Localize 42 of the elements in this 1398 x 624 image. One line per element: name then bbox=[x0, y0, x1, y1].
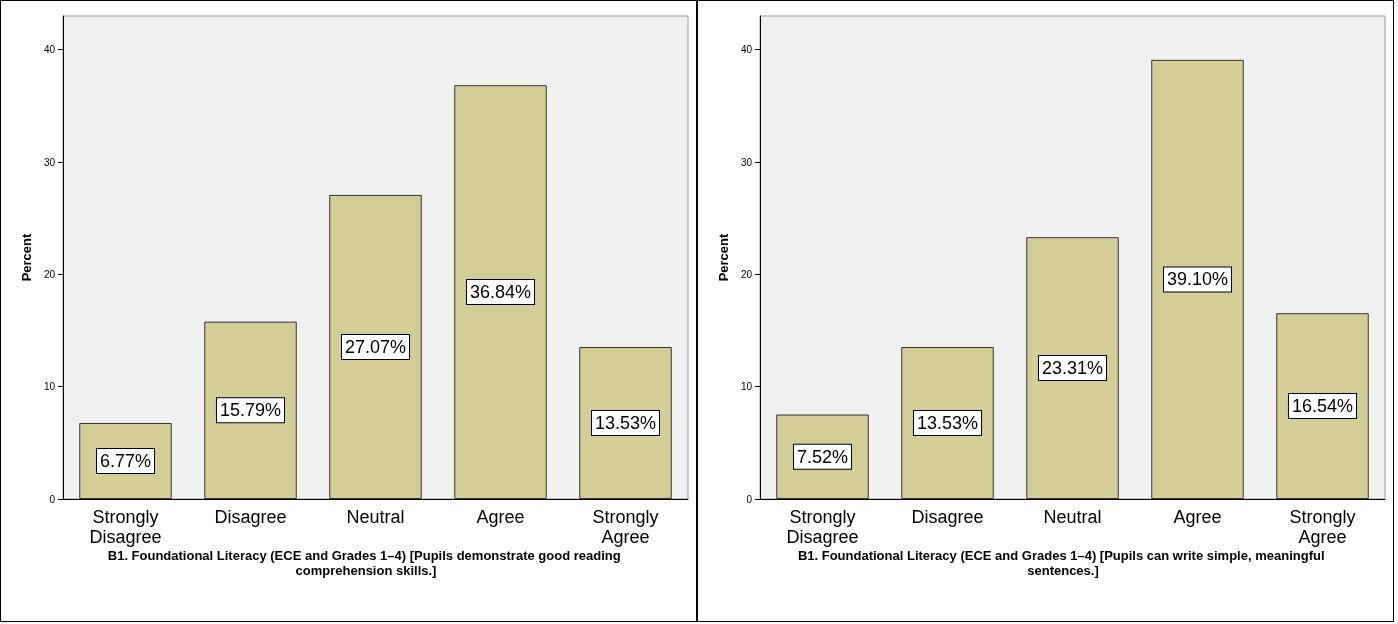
bar bbox=[1026, 237, 1119, 499]
bar bbox=[579, 347, 672, 499]
x-tick-label: Strongly Agree bbox=[592, 507, 659, 547]
x-tick-label: Agree bbox=[1173, 507, 1222, 527]
y-tick-label: 40 bbox=[740, 44, 753, 56]
bar bbox=[454, 85, 547, 499]
data-label: 39.10% bbox=[1166, 269, 1229, 290]
x-tick-label: Strongly Disagree bbox=[786, 507, 859, 547]
y-axis-title: Percent bbox=[715, 232, 731, 282]
data-label: 27.07% bbox=[344, 336, 407, 357]
data-label: 13.53% bbox=[916, 413, 979, 434]
x-tick-label: Strongly Disagree bbox=[89, 507, 162, 547]
data-label: 36.84% bbox=[469, 282, 532, 303]
x-tick-label: Neutral bbox=[346, 507, 405, 527]
data-label: 16.54% bbox=[1291, 396, 1354, 417]
x-tick-label: Agree bbox=[476, 507, 525, 527]
bar bbox=[204, 321, 297, 499]
bar bbox=[329, 194, 422, 499]
y-tick-label: 0 bbox=[746, 493, 753, 505]
data-label: 23.31% bbox=[1041, 358, 1104, 379]
data-label: 6.77% bbox=[99, 450, 152, 471]
y-tick-label: 20 bbox=[740, 268, 753, 280]
x-tick-label: Disagree bbox=[214, 507, 287, 527]
y-tick-label: 10 bbox=[740, 381, 753, 393]
y-tick-label: 0 bbox=[49, 493, 56, 505]
data-label: 15.79% bbox=[219, 400, 282, 421]
x-axis-title: B1. Foundational Literacy (ECE and Grades 1–4) [Pupils can write simple, meaningful sentences.] bbox=[797, 548, 1329, 578]
x-tick-label: Neutral bbox=[1043, 507, 1102, 527]
y-tick-label: 30 bbox=[740, 156, 753, 168]
x-axis-title: B1. Foundational Literacy (ECE and Grades 1–4) [Pupils demonstrate good reading comprehension skills.] bbox=[107, 548, 625, 578]
data-label: 7.52% bbox=[796, 446, 849, 467]
y-tick-label: 10 bbox=[43, 381, 56, 393]
bar bbox=[1276, 313, 1369, 499]
y-axis-title: Percent bbox=[18, 232, 34, 282]
bar bbox=[1151, 59, 1244, 499]
bar bbox=[901, 347, 994, 499]
x-tick-label: Disagree bbox=[911, 507, 984, 527]
y-tick-label: 30 bbox=[43, 156, 56, 168]
x-tick-label: Strongly Agree bbox=[1289, 507, 1356, 547]
y-tick-label: 40 bbox=[43, 44, 56, 56]
data-label: 13.53% bbox=[594, 413, 657, 434]
y-tick-label: 20 bbox=[43, 268, 56, 280]
